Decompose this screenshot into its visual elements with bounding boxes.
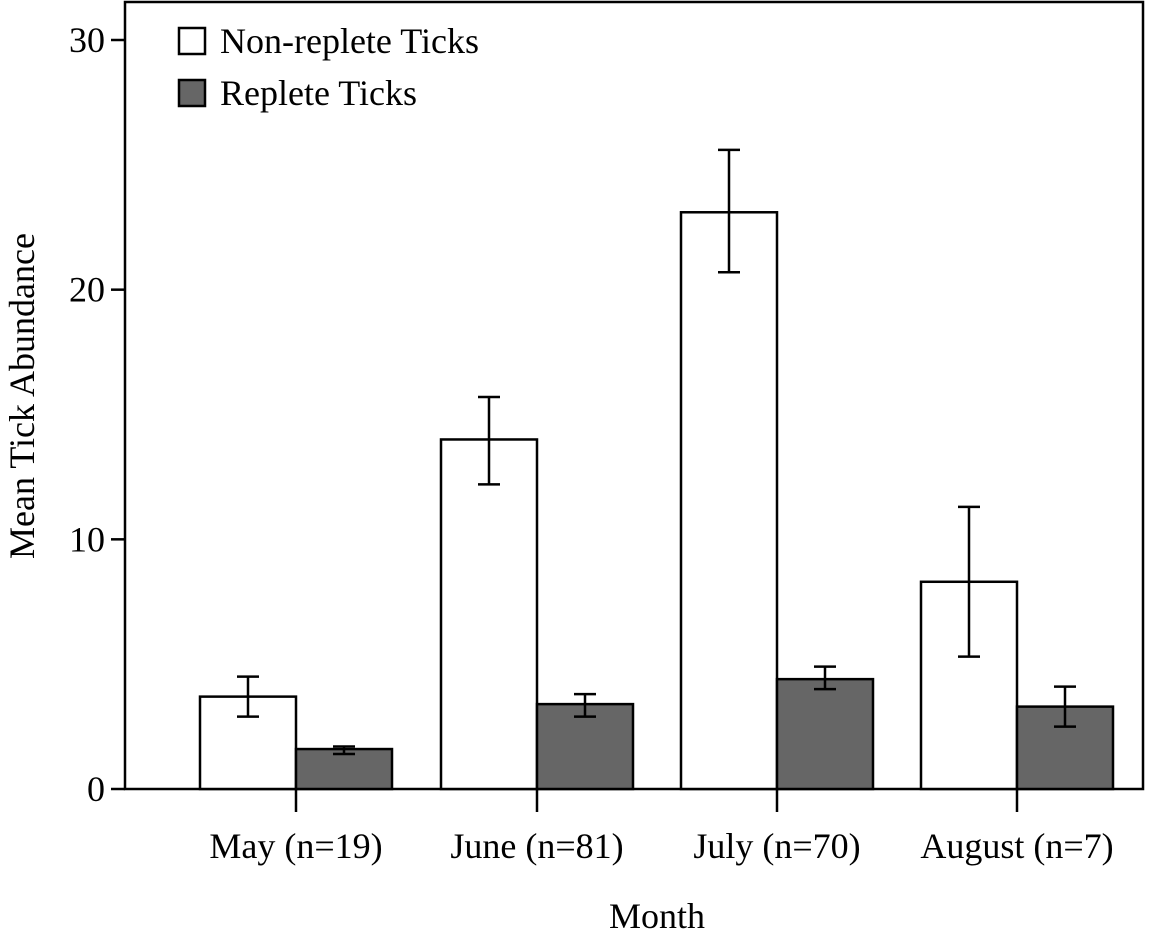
x-axis-label: Month	[609, 896, 705, 936]
y-tick-label: 0	[87, 769, 105, 809]
legend: Non-replete Ticks Replete Ticks	[177, 21, 479, 113]
bar-replete	[775, 677, 875, 791]
bar-replete	[535, 702, 635, 791]
bar-replete	[294, 747, 394, 791]
legend-label-replete: Replete Ticks	[220, 73, 417, 113]
x-tick-label: June (n=81)	[450, 826, 623, 866]
x-tick-label: July (n=70)	[693, 826, 860, 866]
bar-non-replete	[439, 438, 539, 791]
y-tick-label: 20	[69, 270, 105, 310]
y-axis-label: Mean Tick Abundance	[2, 233, 42, 559]
bar-non-replete	[679, 211, 779, 791]
x-tick-label: August (n=7)	[920, 826, 1113, 866]
y-tick-label: 10	[69, 519, 105, 559]
legend-label-non-replete: Non-replete Ticks	[220, 21, 479, 61]
y-tick-label: 30	[69, 20, 105, 60]
legend-swatch-non-replete	[177, 26, 207, 56]
legend-swatch-replete	[177, 78, 207, 108]
x-tick-label: May (n=19)	[209, 826, 382, 866]
